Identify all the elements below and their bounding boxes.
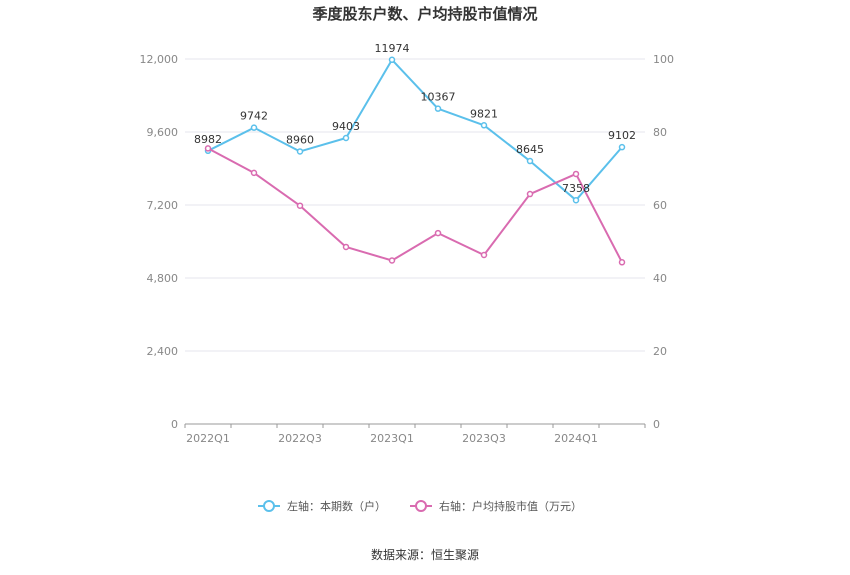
data-point bbox=[250, 124, 258, 131]
data-label: 8645 bbox=[516, 143, 544, 156]
data-label: 11974 bbox=[375, 42, 410, 55]
right-axis-tick-label: 0 bbox=[653, 418, 660, 431]
data-point bbox=[250, 169, 258, 177]
data-point bbox=[296, 148, 304, 155]
left-axis-tick-label: 4,800 bbox=[147, 272, 179, 285]
x-axis-tick-label: 2024Q1 bbox=[554, 432, 598, 445]
data-label: 9742 bbox=[240, 110, 268, 123]
data-point bbox=[342, 134, 350, 142]
right-axis-tick-label: 20 bbox=[653, 345, 667, 358]
right-axis-tick-label: 40 bbox=[653, 272, 667, 285]
data-point bbox=[526, 157, 534, 165]
data-label: 8960 bbox=[286, 133, 314, 146]
data-point bbox=[618, 143, 626, 151]
data-point bbox=[204, 145, 212, 152]
data-label: 9821 bbox=[470, 107, 498, 120]
legend-label: 右轴：户均持股市值（万元） bbox=[439, 499, 582, 513]
left-axis-tick-label: 7,200 bbox=[147, 199, 179, 212]
legend-item-0[interactable]: 左轴：本期数（户） bbox=[258, 499, 386, 513]
right-axis-tick-label: 80 bbox=[653, 126, 667, 139]
data-point bbox=[388, 257, 396, 264]
data-labels: 8982 9742 8960 9403 11974 10367 9821 8645 7358 91… bbox=[194, 42, 636, 195]
chart-title: 季度股东户数、户均持股市值情况 bbox=[312, 5, 537, 23]
data-point bbox=[388, 56, 396, 64]
data-point bbox=[572, 170, 580, 178]
left-axis-tick-label: 12,000 bbox=[140, 53, 179, 66]
series-line-0 bbox=[207, 58, 623, 202]
left-axis: 0 2,400 4,800 7,200 9,600 12,000 bbox=[140, 53, 179, 431]
data-point bbox=[572, 196, 580, 204]
data-point bbox=[480, 251, 488, 259]
data-point bbox=[480, 122, 488, 129]
x-axis-tick-label: 2023Q3 bbox=[462, 432, 506, 445]
left-axis-tick-label: 9,600 bbox=[147, 126, 179, 139]
legend-marker bbox=[415, 500, 427, 512]
series-line-1 bbox=[207, 147, 623, 263]
right-axis-tick-label: 100 bbox=[653, 53, 674, 66]
series-layer bbox=[204, 56, 626, 266]
data-label: 9102 bbox=[608, 129, 636, 142]
source-note: 数据来源：恒生聚源 bbox=[371, 547, 479, 562]
x-axis-tick-label: 2022Q3 bbox=[278, 432, 322, 445]
data-label: 10367 bbox=[421, 91, 456, 104]
data-point bbox=[618, 259, 626, 266]
x-axis-tick-label: 2023Q1 bbox=[370, 432, 414, 445]
legend-label: 左轴：本期数（户） bbox=[287, 499, 386, 513]
data-label: 7358 bbox=[562, 182, 590, 195]
data-point bbox=[342, 243, 350, 251]
data-label: 9403 bbox=[332, 120, 360, 133]
data-label: 8982 bbox=[194, 133, 222, 146]
x-axis: 2022Q1 2022Q3 2023Q1 2023Q3 2024Q1 bbox=[184, 424, 646, 445]
legend-marker bbox=[263, 500, 275, 512]
legend[interactable]: 左轴：本期数（户） 右轴：户均持股市值（万元） bbox=[258, 499, 582, 513]
left-axis-tick-label: 2,400 bbox=[147, 345, 179, 358]
data-point bbox=[434, 105, 442, 112]
right-axis: 0 20 40 60 80 100 bbox=[653, 53, 674, 431]
x-axis-tick-label: 2022Q1 bbox=[186, 432, 230, 445]
data-point bbox=[296, 202, 304, 209]
data-point bbox=[526, 190, 534, 198]
right-axis-tick-label: 60 bbox=[653, 199, 667, 212]
data-point bbox=[434, 229, 442, 237]
legend-item-1[interactable]: 右轴：户均持股市值（万元） bbox=[410, 499, 582, 513]
left-axis-tick-label: 0 bbox=[171, 418, 178, 431]
